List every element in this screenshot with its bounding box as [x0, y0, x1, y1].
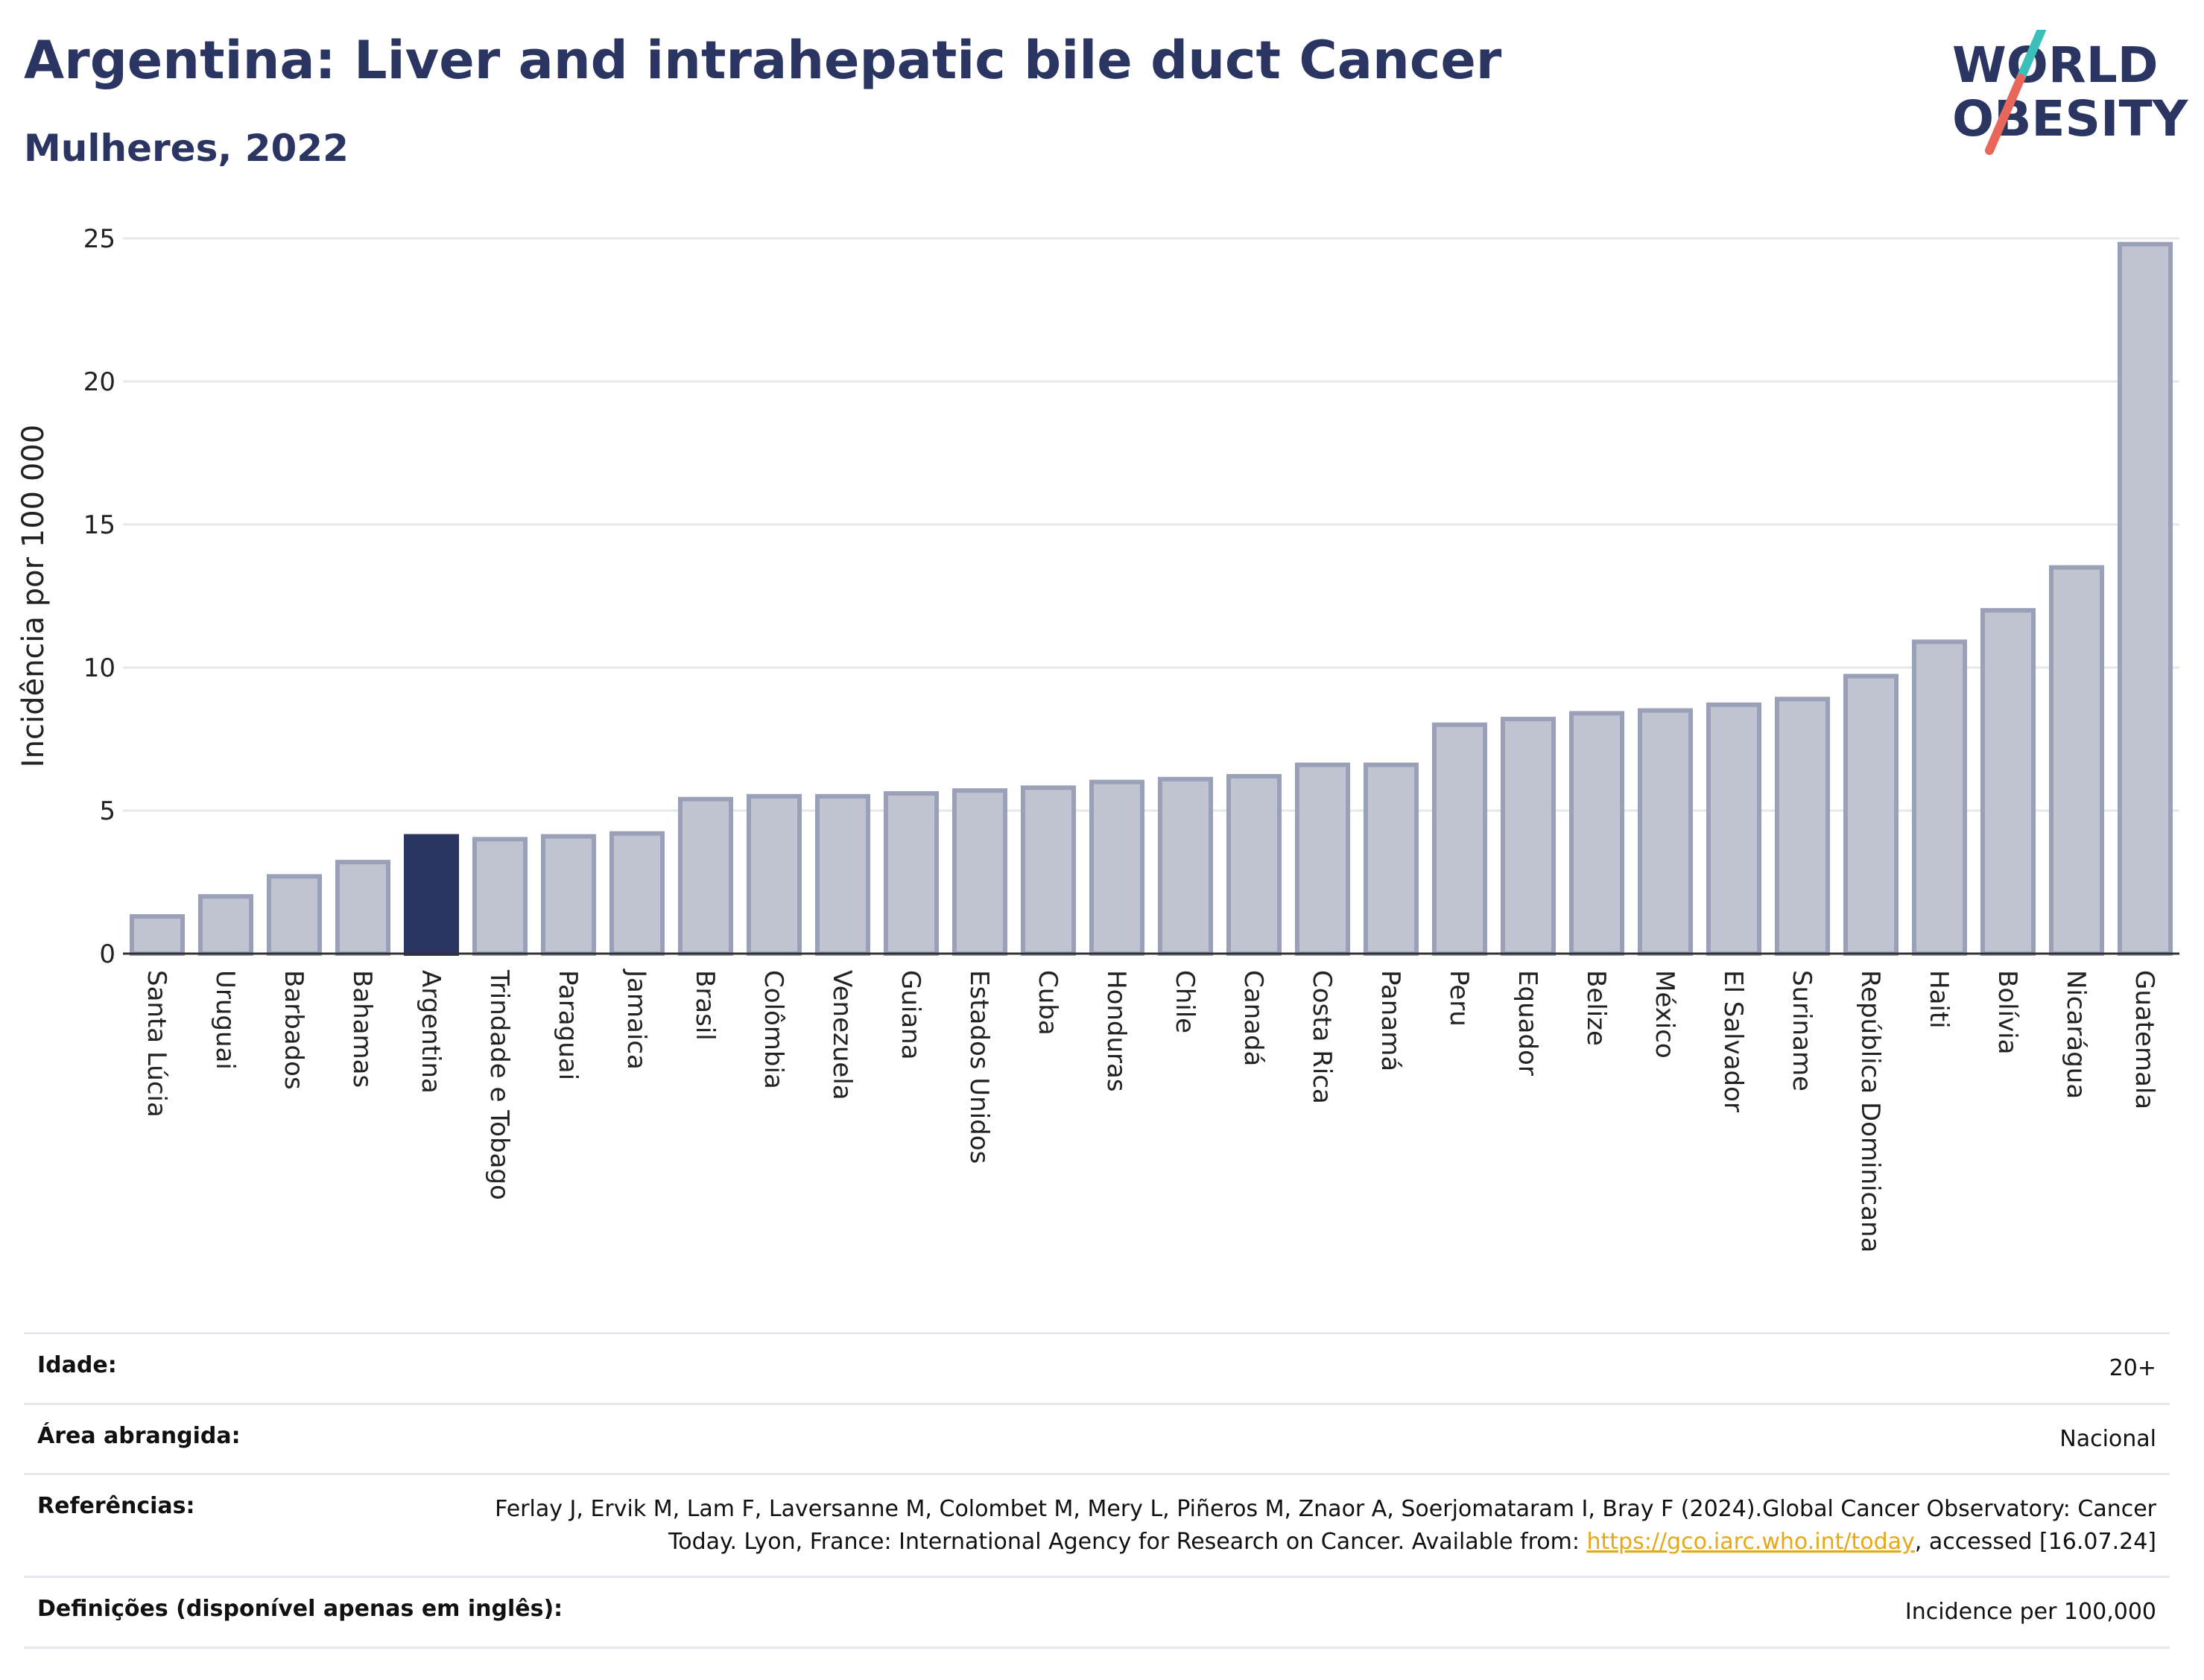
bar-0 — [129, 914, 186, 957]
x-tick-label-0: Santa Lúcia — [142, 970, 171, 1118]
chart-subtitle: Mulheres, 2022 — [24, 127, 349, 170]
references-text-2: , accessed [16.07.24] — [1914, 1528, 2156, 1555]
x-tick-label-19: Peru — [1444, 970, 1474, 1027]
x-tick-label-13: Cuba — [1033, 970, 1063, 1036]
bar-1 — [197, 894, 254, 957]
x-tick-label-26: Haiti — [1924, 970, 1954, 1029]
y-tick-label-3: 15 — [83, 510, 115, 540]
x-tick-label-24: Suriname — [1787, 970, 1817, 1091]
x-tick-label-10: Venezuela — [827, 970, 857, 1100]
bar-chart: 0 5 10 15 20 25 Santa Lúcia Uruguai Barbados Bah… — [16, 224, 2179, 1252]
age-label: Idade: — [37, 1352, 117, 1378]
bar-27 — [1980, 608, 2036, 956]
bar-10 — [814, 793, 871, 956]
bar-8 — [677, 796, 734, 957]
x-tick-label-3: Bahamas — [347, 970, 377, 1088]
logo-slash-top — [2016, 30, 2046, 83]
x-tick-label-21: Belize — [1581, 970, 1611, 1046]
bar-26 — [1911, 639, 1968, 956]
world-obesity-logo: WORLD OBESITY — [1952, 30, 2189, 155]
x-tick-label-14: Honduras — [1101, 970, 1131, 1092]
area-label: Área abrangida: — [37, 1422, 241, 1449]
bar-9 — [746, 793, 802, 956]
bar-17 — [1294, 762, 1351, 956]
x-tick-label-11: Guiana — [896, 970, 925, 1060]
x-tick-label-22: México — [1650, 970, 1679, 1059]
bar-5 — [472, 837, 528, 957]
area-value: Nacional — [2059, 1425, 2156, 1452]
x-tick-label-2: Barbados — [279, 970, 308, 1090]
bar-25 — [1843, 673, 1899, 957]
definitions-value: Incidence per 100,000 — [1904, 1599, 2156, 1625]
y-axis-label: Incidência por 100 000 — [16, 425, 51, 767]
metadata-table: Idade: 20+ Área abrangida: Nacional Refe… — [24, 1332, 2170, 1649]
logo-line1: WORLD — [1952, 37, 2159, 94]
bar-13 — [1020, 785, 1077, 957]
y-tick-label-4: 20 — [83, 367, 115, 397]
bar-18 — [1363, 762, 1419, 956]
x-tick-label-6: Paraguai — [553, 970, 583, 1080]
x-tick-label-28: Nicarágua — [2061, 970, 2091, 1099]
bar-7 — [609, 831, 665, 956]
y-tick-label-2: 10 — [83, 653, 115, 683]
x-tick-label-25: República Dominicana — [1855, 970, 1885, 1252]
references-text-1: Ferlay J, Ervik M, Lam F, Laversanne M, … — [495, 1496, 2156, 1555]
chart-title: Argentina: Liver and intrahepatic bile d… — [24, 30, 1502, 91]
x-tick-label-1: Uruguai — [210, 970, 240, 1070]
x-axis-ticks: Santa Lúcia Uruguai Barbados Bahamas Argenti… — [142, 969, 2159, 1252]
bar-24 — [1774, 697, 1831, 956]
meta-row-age: Idade: 20+ — [24, 1332, 2170, 1403]
bar-15 — [1157, 776, 1214, 957]
bar-23 — [1706, 702, 1762, 956]
bar-16 — [1226, 773, 1282, 956]
y-tick-label-5: 25 — [83, 224, 115, 254]
y-axis-ticks: 0 5 10 15 20 25 — [83, 224, 115, 969]
x-tick-label-4: Argentina — [416, 970, 446, 1094]
x-tick-label-29: Guatemala — [2129, 970, 2159, 1109]
x-tick-label-15: Chile — [1170, 970, 1200, 1033]
bar-2 — [266, 874, 323, 957]
bar-21 — [1568, 711, 1625, 956]
meta-row-area: Área abrangida: Nacional — [24, 1402, 2170, 1474]
x-tick-label-23: El Salvador — [1718, 970, 1748, 1112]
bar-12 — [951, 788, 1008, 956]
references-link[interactable]: https://gco.iarc.who.int/today — [1586, 1528, 1915, 1555]
meta-row-references: Referências: Ferlay J, Ervik M, Lam F, L… — [24, 1473, 2170, 1576]
bars — [129, 241, 2173, 957]
bar-11 — [883, 790, 940, 957]
x-tick-label-16: Canadá — [1238, 970, 1268, 1066]
meta-row-definitions: Definições (disponível apenas em inglês)… — [24, 1576, 2170, 1649]
x-tick-label-12: Estados Unidos — [964, 970, 994, 1164]
references-value: Ferlay J, Ervik M, Lam F, Laversanne M, … — [443, 1493, 2156, 1558]
references-label: Referências: — [37, 1493, 195, 1519]
gridlines — [123, 237, 2179, 812]
bar-28 — [2048, 565, 2105, 957]
definitions-label: Definições (disponível apenas em inglês)… — [37, 1596, 563, 1622]
bar-3 — [335, 860, 391, 956]
bar-29 — [2117, 241, 2173, 957]
logo-line2: OBESITY — [1952, 90, 2189, 148]
bar-19 — [1431, 722, 1488, 956]
bar-20 — [1500, 717, 1557, 956]
x-tick-label-20: Equador — [1513, 970, 1542, 1076]
bar-14 — [1089, 779, 1145, 956]
bar-22 — [1637, 708, 1694, 956]
x-tick-label-17: Costa Rica — [1307, 970, 1337, 1104]
x-tick-label-5: Trindade e Tobago — [484, 969, 514, 1200]
y-tick-label-0: 0 — [99, 939, 115, 969]
bar-4 — [403, 834, 460, 956]
x-tick-label-7: Jamaica — [621, 969, 651, 1070]
x-tick-label-18: Panamá — [1375, 970, 1405, 1071]
x-tick-label-8: Brasil — [690, 970, 720, 1041]
logo-slash-bottom — [1985, 74, 2025, 155]
age-value: 20+ — [2109, 1355, 2156, 1381]
x-tick-label-9: Colômbia — [759, 970, 788, 1089]
y-tick-label-1: 5 — [99, 796, 115, 826]
bar-6 — [540, 834, 597, 956]
x-tick-label-27: Bolívia — [1992, 970, 2022, 1054]
